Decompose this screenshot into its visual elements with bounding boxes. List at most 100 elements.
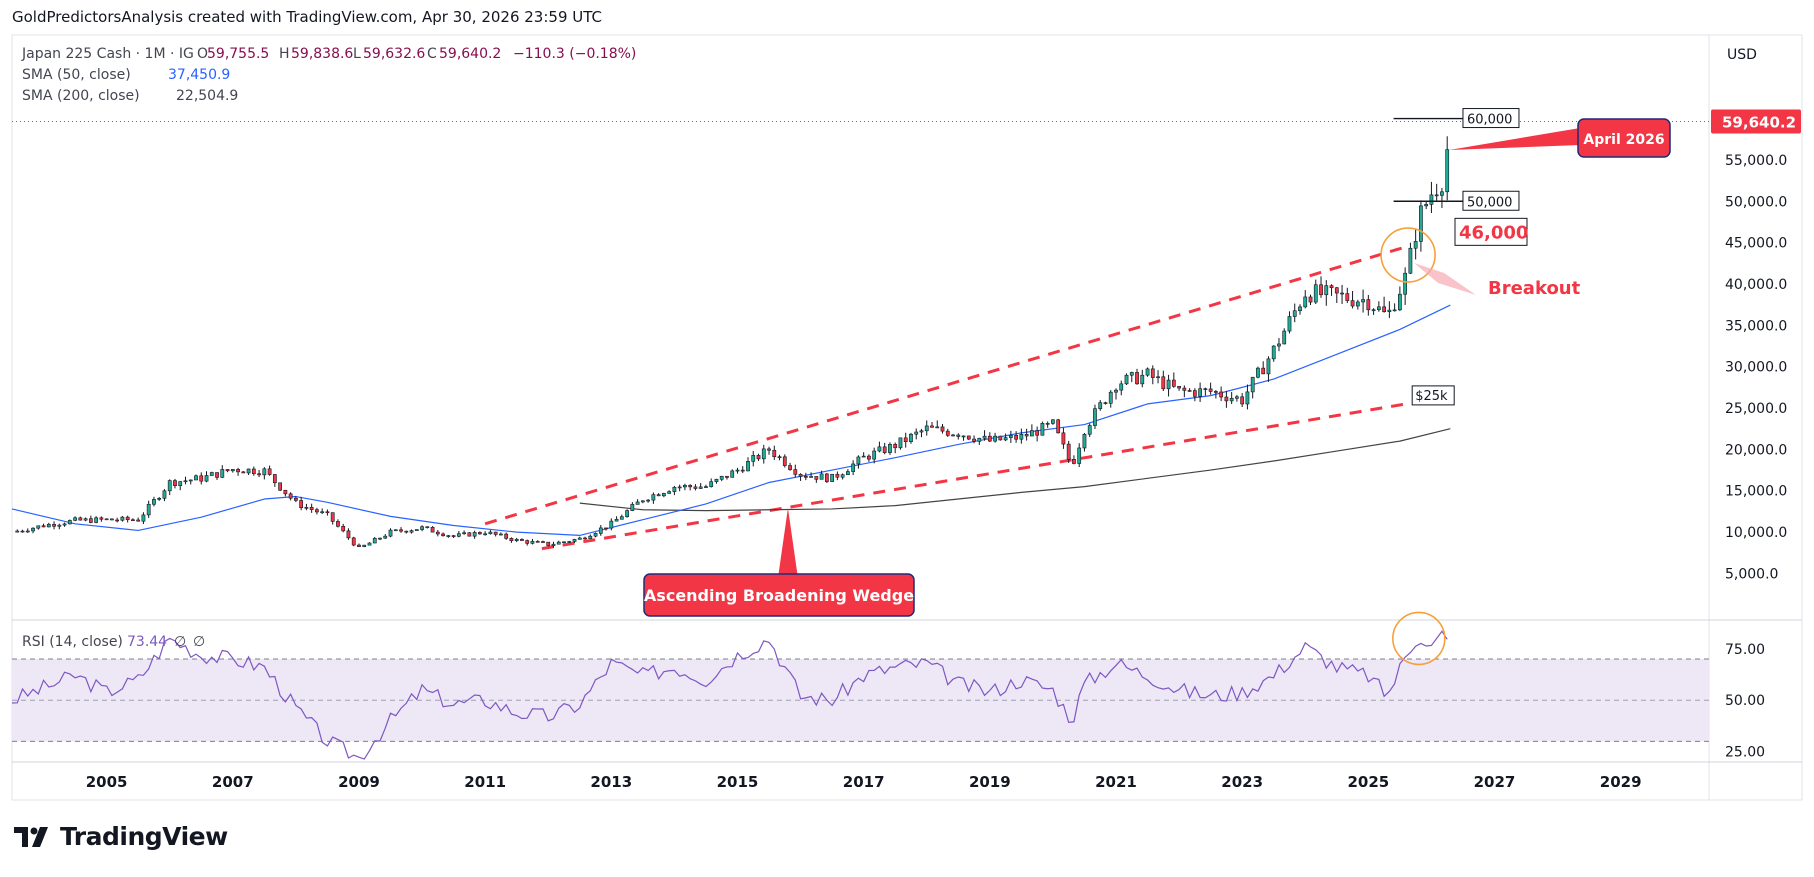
candle [1135,368,1139,385]
candle [383,534,388,539]
candle-body [782,456,787,466]
candle-body [1171,379,1176,387]
candle [1340,284,1344,304]
candle [1266,356,1271,382]
candle-body [52,524,56,527]
candle [567,540,572,544]
candle-body [614,518,619,522]
level-50k-label: 50,000 [1467,195,1513,210]
candle-body [220,469,225,478]
candle [609,518,614,531]
candle [693,484,698,491]
candle [1292,303,1297,323]
candle-body [194,475,198,481]
legend-rsi-extra2: ∅ [193,634,205,650]
price-axis[interactable]: 60,000.055,000.050,000.045,000.040,000.0… [1711,109,1801,583]
candle-body [567,541,572,543]
candle-body [1261,367,1266,375]
candle-body [478,532,482,535]
sma50-layer [11,304,1451,537]
candle [483,531,488,536]
candle-body [867,455,871,460]
wedge-callout-pointer [777,508,798,578]
candle [972,435,976,444]
candle [535,540,540,543]
time-tick-label: 2009 [338,773,380,791]
candle-body [667,491,672,494]
candle [173,478,177,489]
legend-rsi-extra1: ∅ [174,634,186,650]
candle-body [1214,391,1218,393]
candle [1177,386,1181,391]
candle-body [125,516,130,521]
candle [1287,311,1292,334]
candle [283,489,288,497]
currency-label[interactable]: USD [1727,47,1757,63]
candle [131,518,135,522]
candle-body [1308,296,1313,303]
candle-body [62,523,67,526]
candle-body [814,476,819,480]
candle-body [309,506,314,510]
candle-body [241,471,246,474]
candle-body [99,517,104,520]
candle [1019,428,1024,444]
candle-body [619,516,624,520]
tradingview-logo[interactable]: TradingView [14,822,228,851]
time-axis[interactable]: 2005 2007 2009 2011 2013 2015 2017 2019 2021 2023… [86,773,1642,791]
candle-body [1014,435,1018,440]
candle [1045,421,1050,428]
candle [1056,418,1061,434]
candle-body [630,504,635,511]
candle-body [1313,284,1318,303]
candle [1345,287,1350,304]
chart-frame [11,34,1803,801]
candle-body [956,434,961,437]
candle-body [1161,376,1166,390]
candle [441,532,445,537]
legend-c-value: 59,640.2 [439,46,501,62]
candle [94,516,98,524]
candle-body [662,493,666,497]
rsi-axis[interactable]: 75.00 50.00 25.00 [1725,642,1765,761]
rsi-tick-label: 50.00 [1725,693,1765,709]
breakout-arrow [1414,263,1477,296]
candle-body [435,531,440,535]
candle-body [846,471,850,476]
legend-sma200-value: 22,504.9 [176,88,238,104]
candle-body [1440,191,1444,196]
candle [1014,431,1018,443]
candle [1161,370,1166,391]
price-tick-label: 45,000.0 [1725,236,1787,252]
candle-body [1366,299,1371,311]
candle-body [993,435,997,442]
candle [330,512,335,525]
candle-body [131,519,135,522]
candle-body [1208,388,1213,392]
candle [541,540,545,543]
price-tick-label: 50,000.0 [1725,194,1787,210]
candle [425,526,430,529]
candle-body [1271,345,1276,360]
candle-body [73,517,77,521]
candle [25,528,30,533]
rsi-breakout-circle [1392,611,1446,666]
candle-body [1429,194,1434,205]
candle [367,542,372,546]
candle [1219,386,1224,402]
candle [183,476,188,485]
candle [1208,382,1213,395]
candle-body [15,530,20,533]
candle [399,527,403,533]
candle [1140,369,1145,388]
candle-body [1077,447,1082,464]
candle-body [998,435,1003,441]
candle [1108,390,1113,408]
candle [1035,426,1040,442]
candle [57,523,62,530]
candle [167,479,172,495]
candle [746,457,750,472]
candle-body [115,519,120,522]
candle [462,530,466,535]
